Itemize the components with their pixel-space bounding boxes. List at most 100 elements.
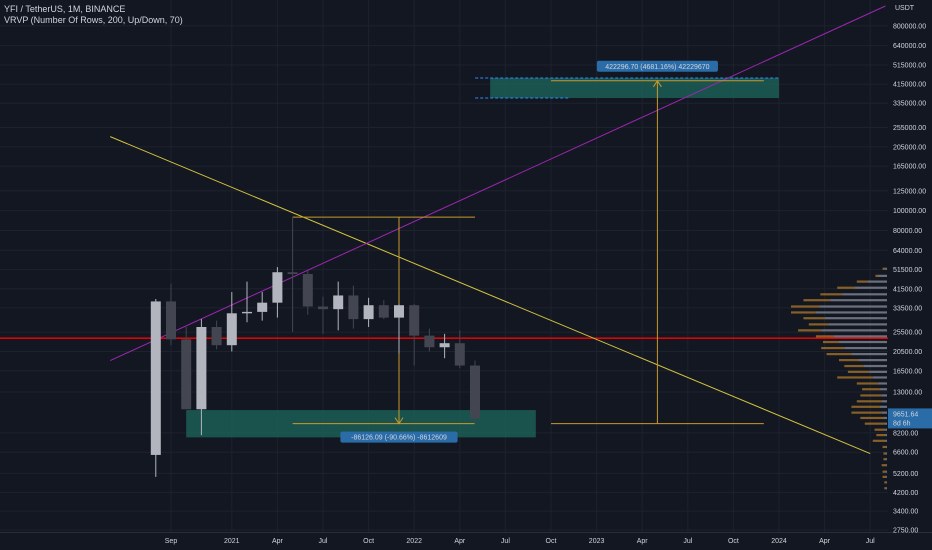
volume-profile-bar-down (856, 382, 879, 385)
volume-profile-bar-down (862, 388, 880, 391)
volume-profile-bar-up (867, 280, 887, 283)
candle-body (211, 326, 222, 346)
volume-profile-bar-up (839, 340, 887, 344)
price-tick-label: 205000.00 (893, 144, 926, 151)
volume-profile-bar-down (884, 481, 887, 484)
volume-profile-bar-up (821, 329, 887, 332)
volume-profile-bar-down (820, 293, 843, 296)
time-tick-label: Sep (165, 538, 178, 545)
time-tick-label: Jul (319, 538, 328, 545)
price-tick-label: 165000.00 (893, 164, 926, 171)
time-tick-label: Oct (546, 538, 557, 545)
volume-profile-bar-up (886, 452, 887, 455)
time-tick-label: Jul (683, 538, 692, 545)
volume-profile-bar-down (882, 267, 886, 270)
candle-body (394, 305, 404, 318)
price-tick-label: 640000.00 (893, 43, 926, 50)
price-tick-label: 415000.00 (893, 82, 926, 89)
volume-profile-bar-down (837, 376, 873, 379)
volume-profile-bar-down (803, 299, 831, 302)
volume-profile-bar-up (815, 311, 887, 314)
volume-profile-bar-down (823, 340, 839, 344)
time-axis[interactable]: Sep 2021 Apr Jul Oct 2022 Apr Jul Oct 2023 Apr Jul O… (165, 538, 875, 545)
current-price-label: 9651.64 (893, 411, 918, 418)
price-tick-label: 255000.00 (893, 125, 926, 132)
time-tick-label: 2024 (771, 538, 787, 545)
volume-profile-bar-up (872, 376, 887, 379)
volume-profile-bar-up (858, 359, 887, 362)
price-tick-label: 4200.00 (893, 490, 918, 497)
candle-body (287, 272, 298, 275)
volume-profile-bar-down (882, 475, 887, 478)
price-tick-label: 5200.00 (893, 471, 918, 478)
volume-profile-bar-up (869, 370, 887, 373)
volume-profile-bar-up (828, 323, 887, 326)
volume-profile-bar-down (851, 405, 880, 408)
volume-profile-bar-down (860, 416, 884, 420)
volume-profile-bar-down (839, 359, 859, 362)
volume-profile-bar-up (830, 299, 887, 302)
candle-body (424, 335, 435, 348)
volume-profile-bar-down (884, 487, 887, 490)
volume-profile-bar-down (856, 280, 868, 283)
time-tick-label: Apr (819, 538, 831, 545)
candle-body (242, 311, 252, 314)
volume-profile-bar-down (882, 470, 887, 473)
candle-body (454, 343, 465, 366)
volume-profile-bar-up (878, 382, 887, 385)
indicator-legend[interactable]: VRVP (Number Of Rows, 200, Up/Down, 70) (4, 15, 183, 25)
price-tick-label: 20500.00 (893, 349, 922, 356)
volume-profile-bar-up (886, 458, 887, 461)
volume-profile-bar-down (798, 329, 822, 332)
rise-measurement-label-box (596, 60, 718, 72)
time-tick-label: Apr (637, 538, 649, 545)
volume-profile-bar-up (842, 293, 887, 296)
price-tick-label: 100000.00 (893, 208, 926, 215)
volume-profile-bar-up (881, 394, 887, 397)
time-tick-label: 2021 (224, 538, 240, 545)
volume-profile-bar-up (819, 305, 887, 308)
chart-title[interactable]: YFI / TetherUS, 1M, BINANCE (4, 4, 126, 14)
volume-profile-bar-down (815, 335, 834, 338)
upper-target-zone[interactable] (490, 77, 779, 99)
volume-profile-bar-down (876, 433, 886, 437)
volume-profile-bar-down (847, 370, 870, 373)
price-tick-label: 64000.00 (893, 248, 922, 255)
volume-profile-bar-up (844, 346, 887, 350)
measurements[interactable] (292, 79, 764, 425)
volume-profile-bar-down (837, 286, 855, 289)
volume-profile-bar-down (821, 346, 845, 350)
time-tick-label: Apr (272, 538, 284, 545)
volume-profile-bar-up (824, 317, 887, 320)
volume-profile-bar-up (881, 411, 887, 414)
rise-measurement-arrow-head (652, 79, 662, 88)
trendlines[interactable] (109, 5, 886, 455)
price-tick-label: 25500.00 (893, 330, 922, 337)
descending-trendline[interactable] (110, 136, 871, 455)
volume-profile-bar-down (883, 452, 887, 455)
volume-profile-bar-up (886, 475, 887, 478)
candle-body (378, 305, 389, 318)
volume-profile-bar-down (808, 323, 829, 326)
volume-profile-bar-up (885, 428, 887, 431)
price-axis[interactable]: USDT 800000.00 640000.00 515000.00 415000.00… (888, 5, 932, 535)
price-tick-label: 800000.00 (893, 23, 926, 30)
price-tick-label: 41500.00 (893, 286, 922, 293)
candle-body (470, 365, 480, 419)
drop-measurement-label: -86126.09 (-90.66%) -8612609 (351, 435, 447, 442)
drop-measurement-label-box (340, 431, 458, 443)
measurement-labels: -86126.09 (-90.66%) -8612609 422296.70 (4… (340, 60, 718, 443)
volume-profile-bar-up (885, 439, 887, 442)
price-tick-label: 80000.00 (893, 228, 922, 235)
ascending-trendline[interactable] (109, 5, 886, 362)
candle-body (409, 305, 420, 336)
volume-profile-bar-up (886, 464, 887, 467)
price-tick-label: 51500.00 (893, 267, 922, 274)
volume-profile-bar-up (886, 445, 887, 449)
candle-body (272, 272, 283, 303)
volume-profile-bar-down (803, 317, 825, 320)
bar-countdown-label: 8d 6h (893, 420, 911, 427)
price-tick-label: 6600.00 (893, 450, 918, 457)
candle-body (348, 295, 359, 320)
